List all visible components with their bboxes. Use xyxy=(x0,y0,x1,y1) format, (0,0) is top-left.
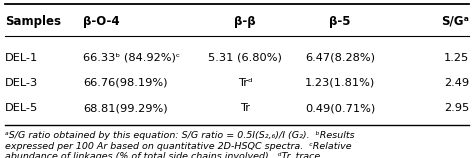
Text: 66.76(98.19%): 66.76(98.19%) xyxy=(83,78,167,88)
Text: 66.33ᵇ (84.92%)ᶜ: 66.33ᵇ (84.92%)ᶜ xyxy=(83,53,180,63)
Text: 68.81(99.29%): 68.81(99.29%) xyxy=(83,103,168,113)
Text: DEL-5: DEL-5 xyxy=(5,103,38,113)
Text: β-5: β-5 xyxy=(329,15,351,28)
Text: 1.23(1.81%): 1.23(1.81%) xyxy=(305,78,375,88)
Text: ᵃS/G ratio obtained by this equation: S/G ratio = 0.5I(S₂,₆)/I (G₂).  ᵇResults: ᵃS/G ratio obtained by this equation: S/… xyxy=(5,131,355,140)
Text: 0.49(0.71%): 0.49(0.71%) xyxy=(305,103,375,113)
Text: 1.25: 1.25 xyxy=(444,53,469,63)
Text: Trᵈ: Trᵈ xyxy=(238,78,253,88)
Text: DEL-3: DEL-3 xyxy=(5,78,38,88)
Text: DEL-1: DEL-1 xyxy=(5,53,38,63)
Text: abundance of linkages (% of total side chains involved).  ᵈTr, trace.: abundance of linkages (% of total side c… xyxy=(5,152,323,158)
Text: 2.95: 2.95 xyxy=(444,103,469,113)
Text: expressed per 100 Ar based on quantitative 2D-HSQC spectra.  ᶜRelative: expressed per 100 Ar based on quantitati… xyxy=(5,142,351,151)
Text: Samples: Samples xyxy=(5,15,61,28)
Text: Tr: Tr xyxy=(240,103,250,113)
Text: 2.49: 2.49 xyxy=(444,78,469,88)
Text: β-O-4: β-O-4 xyxy=(83,15,119,28)
Text: β-β: β-β xyxy=(235,15,256,28)
Text: 5.31 (6.80%): 5.31 (6.80%) xyxy=(209,53,282,63)
Text: S/Gᵃ: S/Gᵃ xyxy=(441,15,469,28)
Text: 6.47(8.28%): 6.47(8.28%) xyxy=(305,53,375,63)
